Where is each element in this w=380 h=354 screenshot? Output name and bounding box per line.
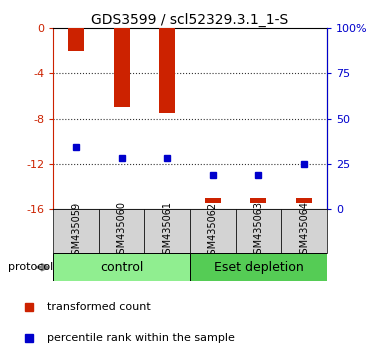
- Bar: [53, 209, 99, 253]
- Bar: [296, 198, 312, 203]
- Bar: [68, 28, 84, 51]
- Bar: [144, 209, 190, 253]
- Text: control: control: [100, 261, 143, 274]
- Bar: [236, 209, 281, 253]
- Text: GSM435063: GSM435063: [253, 201, 263, 261]
- Text: GSM435059: GSM435059: [71, 201, 81, 261]
- Text: GSM435064: GSM435064: [299, 201, 309, 261]
- Text: GSM435060: GSM435060: [117, 201, 127, 261]
- Bar: [281, 209, 327, 253]
- Text: percentile rank within the sample: percentile rank within the sample: [47, 333, 234, 343]
- Text: transformed count: transformed count: [47, 302, 150, 312]
- Bar: [190, 253, 327, 281]
- Text: protocol: protocol: [8, 262, 53, 272]
- Bar: [190, 209, 236, 253]
- Bar: [205, 198, 221, 203]
- Bar: [53, 253, 190, 281]
- Text: GDS3599 / scl52329.3.1_1-S: GDS3599 / scl52329.3.1_1-S: [91, 12, 289, 27]
- Bar: [159, 28, 175, 113]
- Bar: [99, 209, 144, 253]
- Text: Eset depletion: Eset depletion: [214, 261, 303, 274]
- Bar: [250, 198, 266, 203]
- Bar: [114, 28, 130, 107]
- Text: GSM435061: GSM435061: [162, 201, 172, 261]
- Text: GSM435062: GSM435062: [208, 201, 218, 261]
